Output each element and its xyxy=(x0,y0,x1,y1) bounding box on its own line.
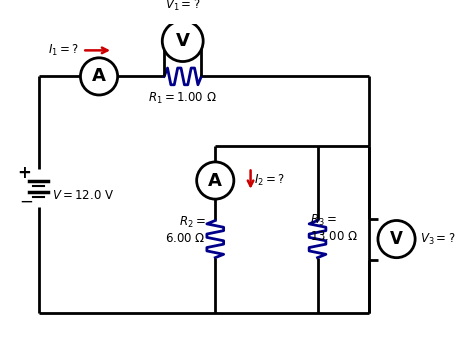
Text: A: A xyxy=(92,67,106,85)
Text: $V = 12.0$ V: $V = 12.0$ V xyxy=(52,189,114,202)
Text: V: V xyxy=(390,230,403,248)
Text: $V_1 = ?$: $V_1 = ?$ xyxy=(165,0,200,13)
Circle shape xyxy=(197,162,234,199)
Text: $I_1 = ?$: $I_1 = ?$ xyxy=(48,43,79,58)
Circle shape xyxy=(378,220,415,258)
Text: $R_2 =$
$6.00\ \Omega$: $R_2 =$ $6.00\ \Omega$ xyxy=(165,215,206,245)
Circle shape xyxy=(81,58,118,95)
Text: $R_1 = 1.00\ \Omega$: $R_1 = 1.00\ \Omega$ xyxy=(148,91,217,106)
Text: A: A xyxy=(208,172,222,190)
Circle shape xyxy=(162,21,203,62)
Text: V: V xyxy=(176,32,190,50)
Text: $-$: $-$ xyxy=(19,192,34,210)
Text: $V_3 = ?$: $V_3 = ?$ xyxy=(420,231,455,247)
Text: $R_3 =$
$13.00\ \Omega$: $R_3 =$ $13.00\ \Omega$ xyxy=(310,213,358,243)
Text: +: + xyxy=(18,164,31,182)
Text: $I_2 = ?$: $I_2 = ?$ xyxy=(254,173,285,188)
